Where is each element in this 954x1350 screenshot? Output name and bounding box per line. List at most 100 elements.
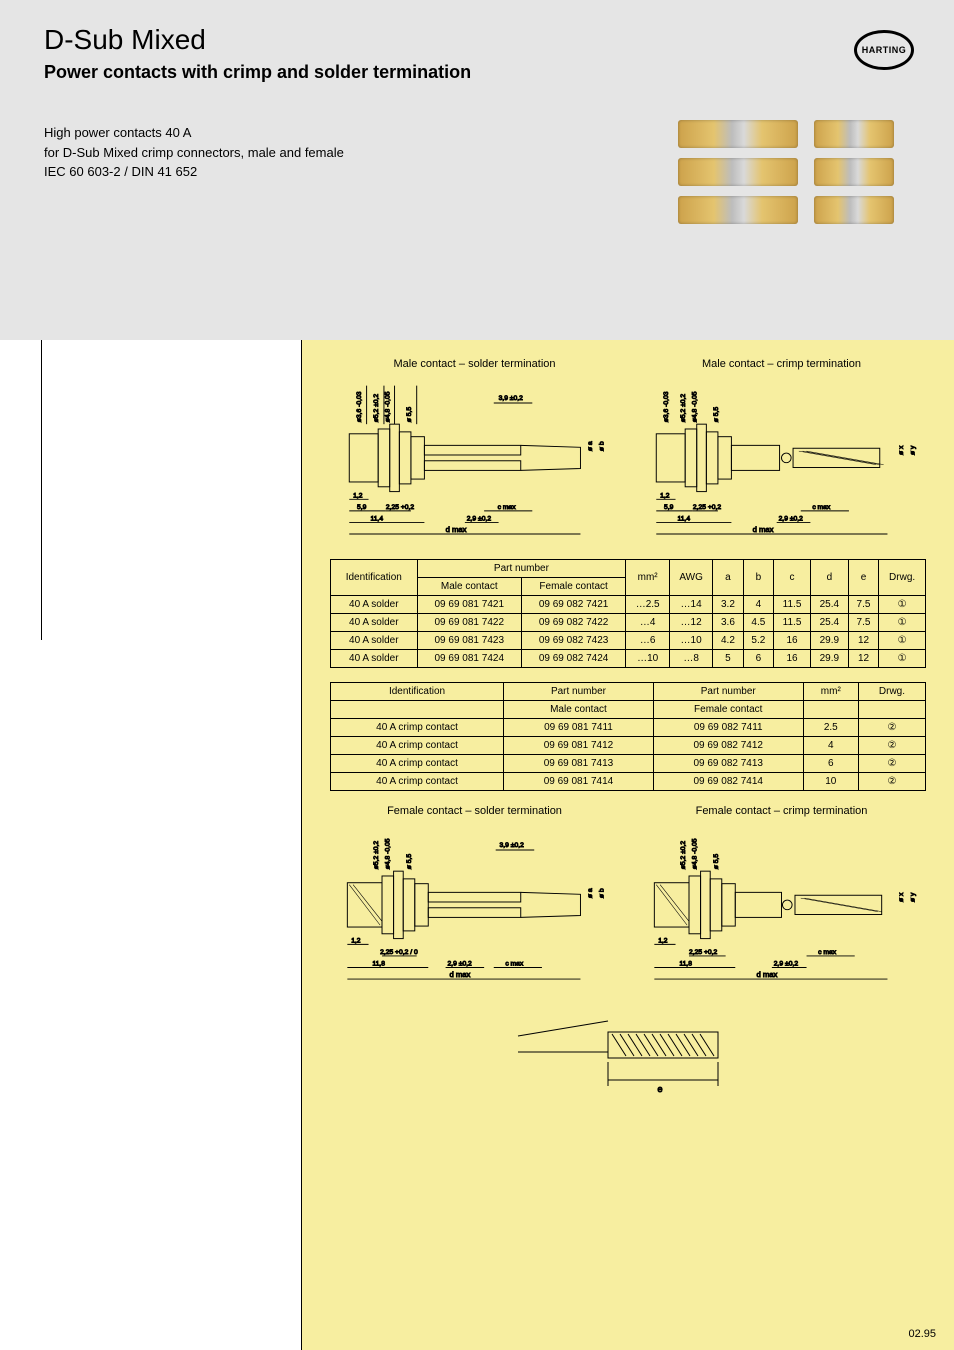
table-cell: 4 (743, 595, 773, 613)
table-cell: 4.5 (743, 613, 773, 631)
svg-text:c max: c max (812, 504, 831, 511)
svg-text:1,2: 1,2 (353, 492, 363, 499)
svg-text:1,2: 1,2 (351, 937, 361, 944)
table-cell: …2.5 (626, 595, 670, 613)
drawing-svg: e (508, 1006, 748, 1096)
svg-text:c max: c max (498, 504, 517, 511)
th: d (810, 559, 848, 595)
svg-text:ø a: ø a (587, 441, 594, 451)
th (803, 700, 858, 718)
table-cell: ② (858, 754, 925, 772)
table-cell: …10 (670, 631, 713, 649)
drawing-male-crimp: Male contact – crimp termination (637, 358, 926, 543)
drawing-female-crimp: Female contact – crimp termination (637, 805, 926, 990)
table-cell: 40 A solder (331, 613, 418, 631)
drawing-title: Female contact – crimp termination (637, 805, 926, 817)
th: Male contact (417, 577, 521, 595)
table-cell: 11.5 (774, 595, 811, 613)
svg-text:2,9 ±0,2: 2,9 ±0,2 (467, 515, 492, 522)
svg-text:ø a: ø a (587, 888, 594, 898)
svg-text:11,8: 11,8 (372, 960, 385, 967)
table-cell: …12 (670, 613, 713, 631)
svg-text:ø3,6 -0,03: ø3,6 -0,03 (356, 391, 363, 422)
table-cell: 5.2 (743, 631, 773, 649)
svg-text:11,8: 11,8 (679, 960, 692, 967)
drawing-title: Female contact – solder termination (330, 805, 619, 817)
svg-text:d max: d max (753, 525, 774, 534)
table-cell: 09 69 081 7413 (504, 754, 654, 772)
table-cell: 40 A crimp contact (331, 754, 504, 772)
th: Drwg. (858, 682, 925, 700)
crimp-table: Identification Part number Part number m… (330, 682, 926, 791)
svg-text:c max: c max (818, 949, 837, 956)
th: mm² (803, 682, 858, 700)
table-cell: ② (858, 736, 925, 754)
table-cell: …4 (626, 613, 670, 631)
th: Part number (417, 559, 626, 577)
table-cell: …6 (626, 631, 670, 649)
table-cell: 6 (803, 754, 858, 772)
header-divider (0, 300, 954, 340)
brand-text: HARTING (862, 45, 907, 55)
th: Identification (331, 682, 504, 700)
th: Male contact (504, 700, 654, 718)
table-cell: ① (879, 631, 926, 649)
table-cell: 16 (774, 649, 811, 667)
table-cell: 09 69 082 7423 (521, 631, 625, 649)
table-cell: 4 (803, 736, 858, 754)
content-area: Male contact – solder termination (302, 340, 954, 1350)
svg-text:ø5,2 ±0,2: ø5,2 ±0,2 (373, 394, 380, 423)
table-cell: 09 69 082 7412 (653, 736, 803, 754)
svg-text:ø4,8 -0,05: ø4,8 -0,05 (385, 391, 392, 422)
svg-text:e: e (657, 1084, 662, 1094)
th: c (774, 559, 811, 595)
svg-text:2,25 +0,2: 2,25 +0,2 (689, 949, 718, 956)
svg-text:ø y: ø y (909, 892, 916, 902)
page-subtitle: Power contacts with crimp and solder ter… (44, 62, 910, 83)
th (331, 700, 504, 718)
table-cell: 5 (713, 649, 743, 667)
brand-logo: HARTING (854, 30, 914, 70)
contact-photo (814, 196, 894, 224)
svg-text:ø x: ø x (898, 892, 905, 902)
svg-text:ø b: ø b (599, 441, 606, 451)
table-cell: 09 69 082 7411 (653, 718, 803, 736)
drawing-svg: ø3,6 -0,03 ø5,2 ±0,2 ø4,8 -0,05 ø 5,5 ø … (637, 376, 926, 540)
side-column (42, 340, 302, 1350)
svg-text:2,25 +0,2 / 0: 2,25 +0,2 / 0 (380, 949, 418, 956)
th: AWG (670, 559, 713, 595)
svg-text:ø4,8 -0,05: ø4,8 -0,05 (385, 838, 392, 869)
svg-text:1,2: 1,2 (658, 937, 668, 944)
th: Female contact (521, 577, 625, 595)
drawing-svg: ø5,2 ±0,2 ø4,8 -0,05 ø 5,5 ø x ø y 1,2 2… (637, 823, 926, 987)
table-cell: ① (879, 595, 926, 613)
th: Identification (331, 559, 418, 595)
th (858, 700, 925, 718)
th: Part number (504, 682, 654, 700)
th: Part number (653, 682, 803, 700)
table-cell: 09 69 081 7422 (417, 613, 521, 631)
drawing-row-male: Male contact – solder termination (330, 358, 926, 543)
table-cell: …10 (626, 649, 670, 667)
svg-text:2,9 ±0,2: 2,9 ±0,2 (774, 960, 799, 967)
table-cell: 40 A solder (331, 595, 418, 613)
svg-text:ø5,2 ±0,2: ø5,2 ±0,2 (680, 840, 687, 869)
contact-photo (678, 196, 798, 224)
table-cell: 09 69 082 7414 (653, 772, 803, 790)
contact-photo (678, 120, 798, 148)
table-row: 40 A solder09 69 081 742209 69 082 7422…… (331, 613, 926, 631)
table-cell: ① (879, 613, 926, 631)
table-cell: 09 69 082 7413 (653, 754, 803, 772)
drawing-row-female: Female contact – solder termination (330, 805, 926, 990)
header-band: HARTING D-Sub Mixed Power contacts with … (0, 0, 954, 300)
solder-table: Identification Part number mm² AWG a b c… (330, 559, 926, 668)
table-cell: 09 69 081 7412 (504, 736, 654, 754)
table-row: 40 A crimp contact09 69 081 741409 69 08… (331, 772, 926, 790)
table-cell: 09 69 081 7424 (417, 649, 521, 667)
table-cell: 29.9 (810, 631, 848, 649)
table-cell: 40 A crimp contact (331, 772, 504, 790)
table-cell: 09 69 081 7411 (504, 718, 654, 736)
svg-text:ø 5,5: ø 5,5 (406, 407, 413, 423)
table-cell: 3.2 (713, 595, 743, 613)
svg-text:5,9: 5,9 (664, 504, 674, 511)
